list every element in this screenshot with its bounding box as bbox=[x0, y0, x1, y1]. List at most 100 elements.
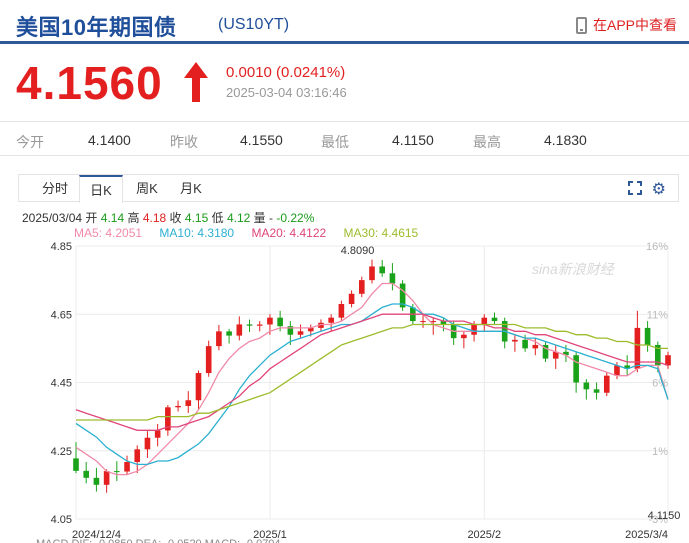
candle-body bbox=[369, 266, 375, 281]
candle-body bbox=[114, 471, 120, 473]
right-tick-label: 16% bbox=[646, 241, 668, 253]
candle-body bbox=[603, 375, 610, 393]
candle-body bbox=[165, 407, 171, 431]
candle-body bbox=[297, 331, 304, 335]
candle-body bbox=[277, 317, 283, 327]
candle-body bbox=[185, 400, 192, 406]
candle-body bbox=[93, 477, 100, 485]
right-tick-label: -3% bbox=[648, 514, 668, 526]
gear-icon[interactable]: ⚙ bbox=[651, 181, 666, 198]
x-tick-label: 2025/2 bbox=[467, 529, 501, 541]
candle-body bbox=[226, 331, 232, 336]
ma5-legend: MA5: 4.2051 bbox=[74, 226, 143, 240]
ma-line-ma20 bbox=[75, 313, 669, 431]
candle-body bbox=[552, 351, 559, 359]
fullscreen-icon[interactable] bbox=[628, 181, 642, 195]
candle-body bbox=[175, 405, 181, 408]
x-tick-label: 2025/3/4 bbox=[625, 529, 668, 541]
candle-body bbox=[83, 470, 90, 478]
open-in-app-link[interactable]: 在APP中查看 bbox=[575, 15, 677, 35]
candle-body bbox=[348, 293, 355, 305]
tab-weekly-k[interactable]: 周K bbox=[136, 181, 158, 196]
candle-body bbox=[124, 462, 130, 472]
ohlc-info: 2025/03/04 开 4.14 高 4.18 收 4.15 低 4.12 量… bbox=[22, 209, 314, 226]
candle-body bbox=[358, 280, 365, 294]
candle-body bbox=[73, 458, 79, 471]
candle-body bbox=[461, 334, 467, 339]
y-tick-label: 4.05 bbox=[51, 514, 72, 526]
tab-daily-k[interactable]: 日K bbox=[79, 175, 123, 203]
y-tick-label: 4.85 bbox=[51, 241, 72, 253]
kline-chart[interactable]: 4.85 16% 4.65 11% 4.45 6% 4.25 1% 4.05 -3% sina新浪财… bbox=[0, 236, 689, 543]
candle-body bbox=[287, 326, 294, 335]
candle-body bbox=[267, 317, 273, 325]
candle-body bbox=[195, 373, 202, 401]
candle-body bbox=[583, 382, 590, 390]
candle-body bbox=[614, 365, 620, 376]
page-title: 美国10年期国债 bbox=[16, 15, 177, 40]
ma-legend: MA5: 4.2051 MA10: 4.3180 MA20: 4.4122 MA… bbox=[74, 226, 432, 240]
right-tick-label: 11% bbox=[647, 309, 668, 321]
candle-body bbox=[644, 327, 651, 345]
stat-prev-close-label: 昨收 bbox=[170, 134, 198, 150]
stat-open-value: 4.1400 bbox=[88, 132, 131, 148]
candle-body bbox=[563, 351, 569, 356]
candle-body bbox=[205, 346, 212, 374]
open-in-app-label: 在APP中查看 bbox=[592, 17, 677, 33]
info-low-label: 低 bbox=[211, 211, 224, 225]
tab-monthly-k[interactable]: 月K bbox=[180, 181, 202, 196]
info-high-label: 高 bbox=[127, 211, 140, 225]
ticker-code: (US10YT) bbox=[218, 16, 290, 33]
candle-body bbox=[328, 317, 334, 323]
candle-body bbox=[318, 322, 324, 328]
candle-body bbox=[491, 317, 498, 322]
candle-body bbox=[144, 437, 151, 450]
candle-body bbox=[430, 321, 437, 323]
chart-tabs: 分时 日K 周K 月K ⚙ bbox=[18, 174, 679, 203]
stat-prev-close-value: 4.1550 bbox=[240, 132, 283, 148]
phone-icon bbox=[575, 16, 587, 34]
current-price: 4.1560 bbox=[16, 57, 163, 109]
right-tick-label: 6% bbox=[652, 378, 668, 390]
stat-open-label: 今开 bbox=[16, 134, 44, 150]
max-label: 4.8090 bbox=[341, 245, 375, 257]
ma30-legend: MA30: 4.4615 bbox=[343, 226, 419, 240]
info-vol-label: 量 bbox=[253, 211, 266, 225]
right-tick-label: 1% bbox=[652, 446, 668, 458]
candle-body bbox=[542, 344, 549, 359]
candle-body bbox=[522, 339, 528, 349]
tab-intraday[interactable]: 分时 bbox=[41, 181, 68, 196]
info-open: 4.14 bbox=[100, 211, 125, 225]
candle-body bbox=[307, 327, 314, 332]
candle-body bbox=[471, 324, 477, 335]
candle-body bbox=[216, 331, 222, 347]
candle-body bbox=[654, 344, 661, 366]
candle-body bbox=[389, 273, 396, 284]
info-high: 4.18 bbox=[142, 211, 167, 225]
candle-body bbox=[665, 355, 671, 366]
candle-body bbox=[593, 389, 600, 393]
candle-body bbox=[399, 283, 406, 308]
x-tick-label: 2025/1 bbox=[253, 529, 287, 541]
info-close: 4.15 bbox=[184, 211, 209, 225]
ma-line-ma5 bbox=[75, 282, 669, 476]
candle-body bbox=[481, 317, 488, 325]
candle-body bbox=[512, 339, 518, 342]
info-low: 4.12 bbox=[226, 211, 251, 225]
info-open-label: 开 bbox=[85, 211, 98, 225]
candle-body bbox=[134, 449, 141, 463]
info-close-label: 收 bbox=[169, 211, 182, 225]
watermark-logo: sina新浪财经 bbox=[532, 261, 616, 277]
candle-body bbox=[256, 324, 263, 326]
candle-body bbox=[420, 321, 426, 323]
candle-body bbox=[246, 324, 253, 326]
y-tick-label: 4.45 bbox=[51, 378, 72, 390]
quote-datetime: 2025-03-04 03:16:46 bbox=[226, 85, 347, 100]
price-change: 0.0010 (0.0241%) bbox=[226, 64, 346, 81]
candle-body bbox=[532, 344, 539, 349]
info-change-pct: -0.22% bbox=[276, 211, 315, 225]
y-tick-label: 4.65 bbox=[51, 309, 72, 321]
up-arrow-icon bbox=[184, 62, 208, 102]
candle-body bbox=[236, 324, 243, 336]
candle-body bbox=[634, 327, 641, 369]
